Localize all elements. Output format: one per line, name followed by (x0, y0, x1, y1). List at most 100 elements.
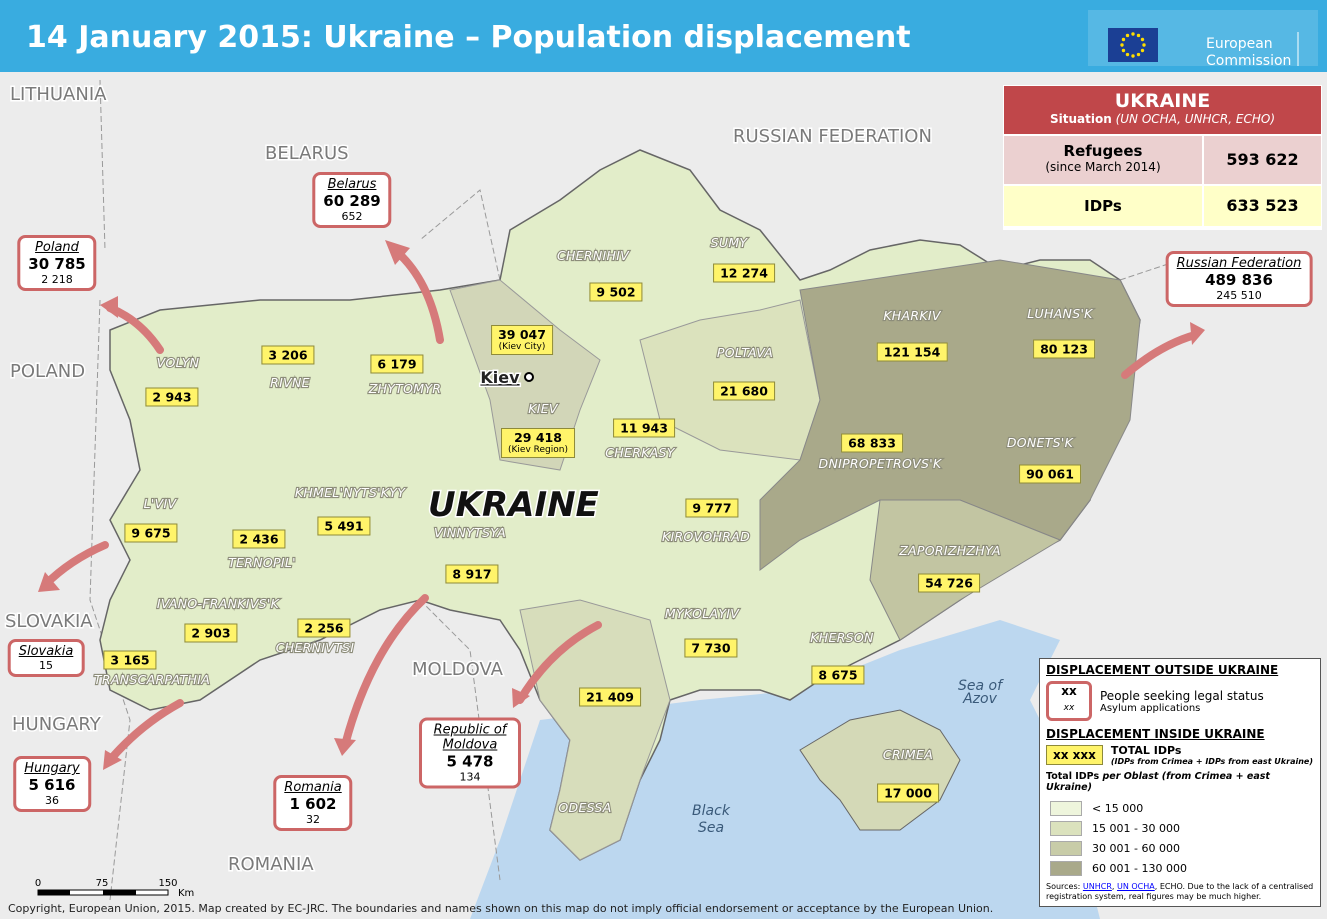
legend-class: 30 001 - 60 000 (1050, 838, 1320, 858)
idp-value: 90 061 (1026, 466, 1074, 482)
star (1125, 33, 1130, 38)
idp-value: 54 726 (925, 575, 973, 591)
idp-value: 2 436 (239, 531, 279, 547)
country-label: LITHUANIA (10, 84, 107, 105)
idp-box: 3 206 (261, 345, 315, 365)
oblast-label: L'VIV (144, 496, 178, 511)
neighbour-name: Russian Federation (1176, 256, 1302, 271)
situation-title: UKRAINE (1114, 90, 1211, 112)
oblast-label: CHERNIVTSI (276, 640, 355, 655)
title: 14 January 2015: Ukraine – Population di… (26, 20, 911, 55)
idp-value: 17 000 (884, 785, 932, 801)
footer: Copyright, European Union, 2015. Map cre… (8, 902, 994, 915)
idp-value: 2 903 (191, 625, 231, 641)
scale-label: 0 (35, 878, 41, 889)
neighbour-name: Belarus (327, 177, 377, 192)
country-label: BELARUS (265, 143, 349, 164)
asylum: 134 (459, 770, 481, 784)
neighbour-box: Russian Federation 489 836 245 510 (1165, 251, 1313, 307)
oblast-label: IVANO-FRANKIVS'K (157, 596, 281, 611)
scale-label: Km (178, 888, 194, 899)
logo: European Commission (1088, 10, 1318, 66)
sample-text: xx (1061, 684, 1077, 698)
idp-box: 5 491 (317, 516, 371, 536)
situation-header: UKRAINE Situation (UN OCHA, UNHCR, ECHO) (1004, 86, 1321, 134)
city-label: Kiev (480, 368, 520, 387)
asylum: 2 218 (41, 273, 73, 286)
idp-value: 8 917 (452, 566, 492, 582)
idp-value: 2 256 (304, 620, 344, 636)
star (1120, 43, 1124, 47)
refugees-row: Refugees (since March 2014) 593 622 (1004, 136, 1321, 184)
star (1121, 48, 1126, 53)
legend-class: 15 001 - 30 000 (1050, 818, 1320, 838)
idp-box: 9 777 (685, 498, 739, 518)
oblast-label: CRIMEA (883, 747, 933, 762)
star (1131, 32, 1135, 36)
neighbour-name: Poland (35, 240, 79, 255)
asylum: 245 510 (1216, 289, 1262, 302)
arrow-heads (38, 240, 1205, 770)
asylum: 36 (44, 794, 59, 807)
sea-label: Black (692, 803, 731, 819)
idp-note: (Kiev City) (498, 342, 546, 352)
idp-box: 6 179 (370, 354, 424, 374)
country-label: HUNGARY (12, 714, 102, 735)
idp-value: 121 154 (883, 344, 941, 360)
idp-box: 54 726 (918, 573, 980, 593)
idp-value: 21 680 (720, 383, 768, 399)
legal-status: 489 836 (1205, 271, 1273, 289)
oblast-label: KHARKIV (883, 308, 942, 323)
star (1140, 37, 1145, 42)
logo-line: Commission (1206, 53, 1291, 66)
idp-box: 2 436 (232, 529, 286, 549)
oblast-label: KHMEL'NYTS'KYY (295, 485, 406, 500)
legend-text: (from Crimea + east Ukraine) (1046, 771, 1270, 793)
legend-sublabel: Asylum applications (1100, 702, 1201, 714)
source-link[interactable]: UNHCR (1082, 882, 1112, 891)
idp-box: 29 418 (Kiev Region) (501, 428, 575, 458)
situation-subtitle: Situation (1049, 112, 1112, 126)
situation-panel: UKRAINE Situation (UN OCHA, UNHCR, ECHO)… (1003, 85, 1322, 230)
idp-value: 29 418 (514, 430, 562, 445)
idp-box: 2 903 (184, 623, 238, 643)
kiev-marker (524, 372, 534, 382)
legend-swatch (1050, 800, 1082, 816)
row-label: Refugees (1063, 142, 1143, 160)
idp-value: 2 943 (152, 389, 192, 405)
legend-class: < 15 000 (1050, 798, 1320, 818)
idp-box: 8 675 (811, 665, 865, 685)
asylum: 652 (341, 210, 363, 223)
oblast-label: VINNYTSYA (434, 525, 506, 540)
idp-value: 39 047 (498, 327, 546, 342)
sea-label: Sea of (958, 678, 1004, 694)
legend-class-label: 15 001 - 30 000 (1092, 821, 1180, 835)
neighbour-box: Belarus 60 289 652 (312, 172, 392, 228)
star (1136, 33, 1141, 38)
star (1140, 48, 1145, 53)
row-sublabel: (since March 2014) (1045, 160, 1161, 174)
neighbour-name: Hungary (24, 761, 80, 776)
oblast-label: ODESSA (558, 800, 611, 815)
sea-label: Azov (962, 691, 997, 707)
legal-status: 1 602 (289, 795, 337, 813)
idps-row: IDPs 633 523 (1004, 186, 1321, 226)
legend-sample: xx xxx (1046, 745, 1103, 765)
idp-value: 12 274 (720, 265, 768, 281)
oblast-label: TERNOPIL' (228, 555, 296, 570)
idp-box: 21 680 (713, 381, 775, 401)
sea-label: Sea (698, 820, 724, 836)
oblast-label: RIVNE (270, 375, 310, 390)
sample-text: xx (1063, 703, 1075, 713)
legal-status: 5 616 (28, 776, 76, 794)
legend-class-label: 30 001 - 60 000 (1092, 841, 1180, 855)
country-label: MOLDOVA (412, 659, 504, 680)
idp-value: 21 409 (586, 689, 634, 705)
neighbour-box: Romania 1 602 32 (273, 775, 353, 831)
legend-text: Total IDPs (1046, 771, 1103, 782)
idp-box: 2 943 (145, 387, 199, 407)
sources: , (1111, 882, 1117, 891)
oblast-label: ZHYTOMYR (368, 381, 442, 396)
source-link[interactable]: UN OCHA (1116, 882, 1155, 891)
